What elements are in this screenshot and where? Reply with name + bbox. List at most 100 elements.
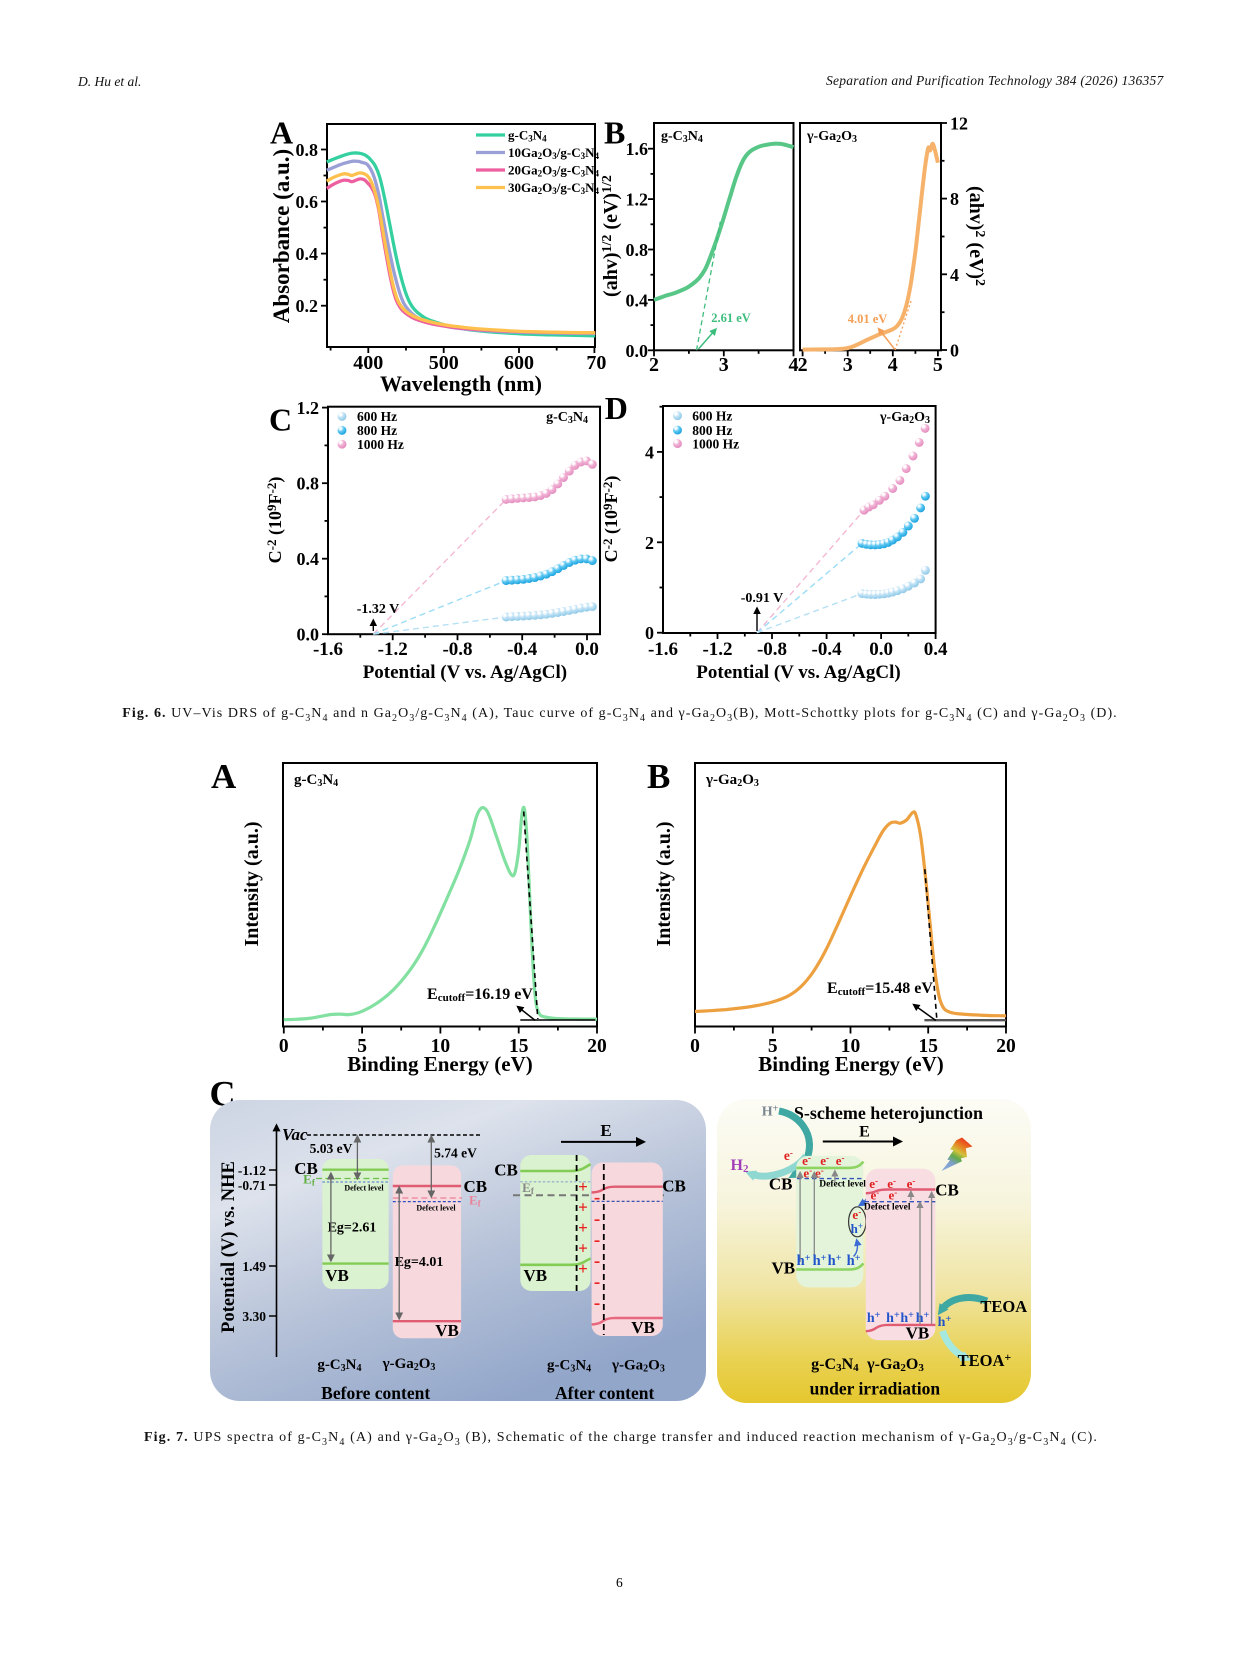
svg-text:γ-Ga2O3: γ-Ga2O3 [866, 1356, 924, 1374]
svg-text:1.6: 1.6 [626, 139, 649, 159]
svg-text:γ-Ga2O3: γ-Ga2O3 [806, 129, 857, 145]
svg-text:10Ga2O3/g-C3N4: 10Ga2O3/g-C3N4 [508, 145, 599, 161]
svg-text:C: C [269, 402, 292, 438]
svg-text:0.4: 0.4 [924, 639, 948, 660]
svg-text:CB: CB [769, 1175, 793, 1194]
svg-text:γ-Ga2O3: γ-Ga2O3 [611, 1358, 665, 1375]
svg-text:CB: CB [935, 1181, 959, 1200]
svg-text:-0.71: -0.71 [238, 1178, 266, 1193]
svg-text:H+: H+ [762, 1104, 779, 1120]
svg-text:C-2 (109F-2): C-2 (109F-2) [600, 476, 622, 563]
svg-text:e-: e- [836, 1153, 845, 1168]
svg-text:-0.91 V: -0.91 V [741, 591, 784, 606]
svg-text:-0.4: -0.4 [812, 639, 843, 660]
svg-text:2: 2 [645, 533, 654, 553]
svg-text:12: 12 [950, 114, 968, 134]
svg-text:1.2: 1.2 [626, 190, 649, 210]
svg-text:h+: h+ [938, 1314, 952, 1330]
svg-text:5.74 eV: 5.74 eV [434, 1146, 477, 1161]
svg-text:g-C3N4: g-C3N4 [547, 1358, 591, 1375]
svg-text:20Ga2O3/g-C3N4: 20Ga2O3/g-C3N4 [508, 163, 599, 179]
svg-text:-: - [594, 1293, 600, 1314]
svg-text:Ef: Ef [303, 1172, 316, 1188]
svg-text:400: 400 [353, 352, 383, 374]
svg-text:+: + [578, 1259, 588, 1278]
svg-text:CB: CB [464, 1177, 488, 1196]
svg-text:800 Hz: 800 Hz [357, 423, 397, 438]
svg-text:500: 500 [429, 352, 459, 374]
svg-text:0.0: 0.0 [297, 625, 320, 645]
svg-text:0.8: 0.8 [626, 240, 649, 260]
svg-text:30Ga2O3/g-C3N4: 30Ga2O3/g-C3N4 [508, 180, 599, 196]
svg-text:γ-Ga2O3: γ-Ga2O3 [879, 410, 930, 426]
svg-text:0: 0 [279, 1036, 289, 1057]
svg-text:S-scheme heterojunction: S-scheme heterojunction [794, 1103, 983, 1123]
svg-text:-1.2: -1.2 [702, 639, 732, 660]
svg-text:-: - [594, 1272, 600, 1293]
svg-text:+: + [578, 1239, 588, 1258]
svg-text:VB: VB [325, 1266, 349, 1285]
svg-text:H2: H2 [731, 1157, 749, 1175]
svg-text:15: 15 [918, 1036, 938, 1057]
svg-text:e-: e- [869, 1176, 878, 1191]
svg-text:Ecutoff=15.48 eV: Ecutoff=15.48 eV [827, 980, 933, 998]
svg-text:-1.2: -1.2 [378, 639, 408, 660]
svg-text:e-: e- [889, 1188, 898, 1203]
svg-text:3: 3 [719, 354, 729, 376]
svg-text:Potential (V vs. Ag/AgCl): Potential (V vs. Ag/AgCl) [696, 662, 900, 683]
svg-text:4: 4 [789, 354, 799, 376]
svg-text:0.4: 0.4 [296, 244, 319, 264]
svg-text:g-C3N4: g-C3N4 [546, 410, 588, 426]
svg-text:1.49: 1.49 [242, 1259, 266, 1274]
svg-text:0.4: 0.4 [626, 290, 649, 310]
svg-text:e-: e- [815, 1166, 824, 1181]
svg-text:0.2: 0.2 [296, 296, 319, 316]
svg-text:20: 20 [996, 1036, 1016, 1057]
svg-text:-: - [594, 1230, 600, 1251]
svg-text:0.4: 0.4 [297, 549, 320, 569]
svg-text:VB: VB [523, 1266, 547, 1285]
svg-text:Eg=4.01: Eg=4.01 [395, 1255, 444, 1270]
svg-text:70: 70 [586, 352, 606, 374]
svg-text:e-: e- [820, 1153, 829, 1168]
svg-text:0.0: 0.0 [626, 341, 649, 361]
svg-text:Defect level: Defect level [864, 1203, 911, 1213]
svg-text:VB: VB [906, 1324, 930, 1343]
svg-text:g-C3N4: g-C3N4 [508, 128, 547, 144]
svg-text:Defect level: Defect level [819, 1180, 866, 1190]
svg-text:Wavelength (nm): Wavelength (nm) [380, 371, 542, 396]
svg-text:1.2: 1.2 [297, 398, 320, 418]
svg-text:0.8: 0.8 [296, 140, 319, 160]
svg-text:-0.8: -0.8 [757, 639, 787, 660]
svg-text:0.0: 0.0 [575, 639, 599, 660]
svg-text:+: + [578, 1218, 588, 1237]
svg-text:5: 5 [933, 354, 943, 376]
svg-text:+: + [578, 1198, 588, 1217]
svg-text:h+: h+ [847, 1253, 861, 1269]
svg-text:10: 10 [431, 1036, 451, 1057]
svg-text:2.61 eV: 2.61 eV [711, 311, 751, 325]
svg-text:B: B [604, 115, 625, 151]
svg-text:600 Hz: 600 Hz [357, 409, 397, 424]
svg-text:(ahv)2 (eV)2: (ahv)2 (eV)2 [965, 186, 987, 286]
svg-text:Intensity (a.u.): Intensity (a.u.) [653, 821, 675, 946]
svg-text:h+: h+ [813, 1253, 827, 1269]
svg-text:g-C3N4: g-C3N4 [294, 772, 338, 789]
svg-text:4: 4 [950, 265, 959, 285]
svg-text:e-: e- [802, 1153, 811, 1168]
svg-text:γ-Ga2O3: γ-Ga2O3 [705, 772, 759, 789]
svg-text:e-: e- [803, 1166, 812, 1181]
svg-text:After content: After content [555, 1383, 654, 1403]
svg-text:e-: e- [784, 1148, 793, 1163]
svg-text:Intensity (a.u.): Intensity (a.u.) [241, 821, 263, 946]
svg-text:g-C3N4: g-C3N4 [317, 1357, 361, 1374]
svg-text:0: 0 [950, 341, 959, 361]
svg-text:5.03 eV: 5.03 eV [310, 1141, 353, 1156]
svg-text:Defect level: Defect level [416, 1204, 456, 1213]
svg-text:g-C3N4: g-C3N4 [811, 1356, 859, 1374]
svg-text:1000 Hz: 1000 Hz [692, 436, 739, 451]
svg-text:800 Hz: 800 Hz [692, 423, 732, 438]
svg-text:VB: VB [435, 1321, 459, 1340]
svg-text:h+: h+ [900, 1310, 914, 1326]
svg-text:CB: CB [662, 1177, 686, 1196]
